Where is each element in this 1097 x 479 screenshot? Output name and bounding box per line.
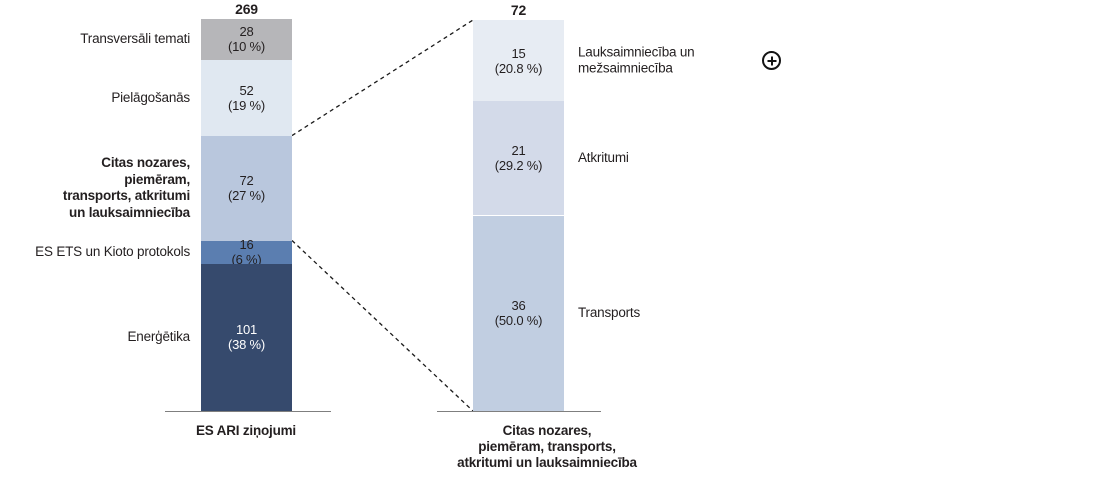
- axis-baseline-citas-nozares-breakout: [437, 411, 601, 412]
- axis-label-es-ari-zinojumi: ES ARI ziņojumi: [195, 423, 296, 438]
- bar-segment-es-ari-zinojumi-2: 72 (27 %): [201, 135, 292, 241]
- category-label-es-ari-zinojumi-1: Pielāgošanās: [111, 89, 190, 105]
- bar-segment-citas-nozares-breakout-2: 36 (50.0 %): [473, 215, 564, 411]
- bar-segment-es-ari-zinojumi-4: 101 (38 %): [201, 263, 292, 411]
- bar-total-label-es-ari-zinojumi: 269: [235, 1, 258, 17]
- category-label-citas-nozares-breakout-2: Transports: [578, 305, 641, 320]
- bar-segment-es-ari-zinojumi-1: 52 (19 %): [201, 59, 292, 136]
- connector-line-top: [291, 19, 474, 137]
- segment-value-label: 15 (20.8 %): [494, 45, 543, 76]
- zoom-plus-icon[interactable]: [762, 51, 781, 70]
- category-label-citas-nozares-breakout-1: Atkritumi: [578, 150, 629, 166]
- segment-value-label: 16 (6 %): [231, 237, 262, 268]
- category-label-citas-nozares-breakout-0: Lauksaimniecība un mežsaimniecība: [578, 44, 695, 76]
- axis-baseline-es-ari-zinojumi: [165, 411, 331, 412]
- bar-total-label-citas-nozares-breakout: 72: [510, 2, 527, 18]
- category-label-es-ari-zinojumi-3: ES ETS un Kioto protokols: [35, 243, 190, 259]
- bar-segment-es-ari-zinojumi-3: 16 (6 %): [201, 237, 292, 267]
- connector-line-bottom: [291, 240, 474, 412]
- bar-segment-citas-nozares-breakout-1: 21 (29.2 %): [473, 101, 564, 216]
- segment-value-label: 52 (19 %): [227, 82, 266, 113]
- segment-value-label: 101 (38 %): [227, 322, 266, 353]
- segment-value-label: 21 (29.2 %): [494, 143, 543, 174]
- category-label-es-ari-zinojumi-4: Enerģētika: [127, 329, 190, 345]
- segment-value-label: 72 (27 %): [227, 173, 266, 204]
- bar-segment-es-ari-zinojumi-0: 28 (10 %): [201, 19, 292, 60]
- bar-segment-citas-nozares-breakout-0: 15 (20.8 %): [473, 20, 564, 102]
- category-label-es-ari-zinojumi-0: Transversāli temati: [80, 31, 190, 47]
- segment-value-label: 28 (10 %): [227, 24, 266, 55]
- axis-label-citas-nozares-breakout: Citas nozares, piemēram, transports, atkri…: [457, 423, 637, 470]
- segment-value-label: 36 (50.0 %): [494, 298, 543, 329]
- category-label-es-ari-zinojumi-2: Citas nozares, piemēram, transports, atkri…: [62, 155, 190, 220]
